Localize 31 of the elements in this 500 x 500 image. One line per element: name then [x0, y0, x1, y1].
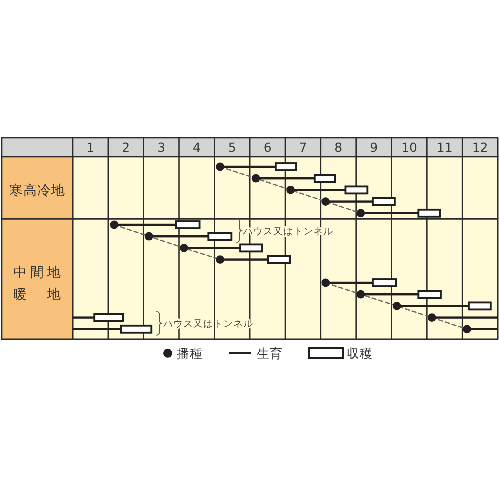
point: [252, 174, 260, 183]
point: [286, 186, 296, 194]
x-tick-label: 9: [370, 140, 378, 155]
point: [392, 302, 402, 310]
point: [144, 232, 154, 241]
point: [356, 209, 366, 218]
x-tick-label: 4: [192, 140, 201, 155]
x-tick-label: 2: [122, 140, 130, 155]
y-tick-label: 寒高冷地: [10, 183, 66, 200]
legend-label: 生育: [257, 346, 283, 361]
point: [110, 220, 119, 230]
x-tick-label: 12: [472, 140, 488, 155]
x-tick-label: 11: [436, 140, 453, 155]
x-tick-label: 6: [264, 140, 272, 155]
point: [428, 314, 436, 322]
point: [180, 244, 188, 252]
x-tick-label: 7: [299, 140, 308, 155]
y-tick-label: 中間地暖地: [14, 265, 82, 303]
point: [322, 278, 330, 288]
point: [462, 325, 472, 334]
x-tick-label: 8: [334, 140, 343, 155]
x-tick-label: 5: [228, 140, 236, 155]
point: [322, 198, 330, 206]
x-tick-label: 3: [158, 140, 166, 155]
x-tick-label: 10: [402, 140, 418, 155]
point: [216, 162, 225, 172]
point: [356, 290, 366, 299]
point: [216, 256, 225, 264]
legend-label: 播種: [177, 346, 203, 361]
x-tick-label: 1: [86, 140, 95, 155]
legend-label: 収穫: [347, 346, 373, 361]
